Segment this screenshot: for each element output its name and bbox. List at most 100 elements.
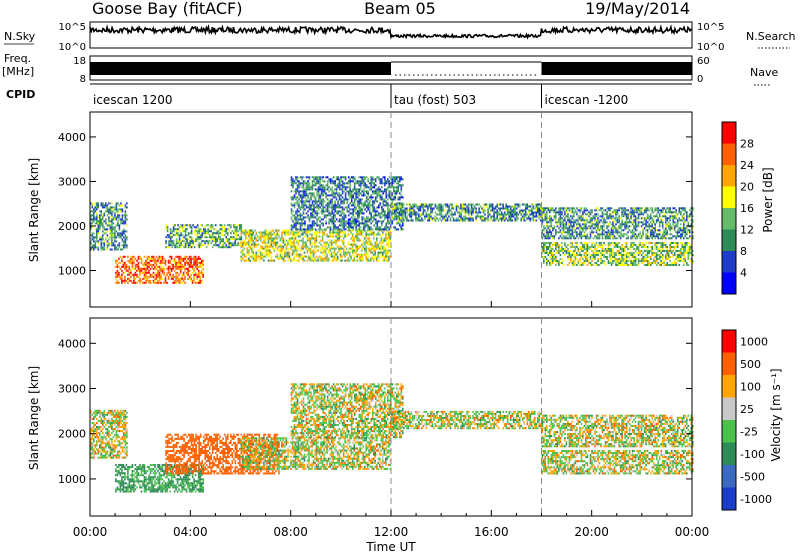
power-cell [188,238,190,240]
power-cell [519,206,521,208]
power-cell [229,242,231,244]
power-cell [367,244,369,246]
power-cell [511,212,513,214]
power-cell [576,246,578,248]
power-cell [382,232,384,234]
power-cell [596,244,598,246]
power-cell [457,212,459,214]
power-cell [292,180,294,182]
power-cell [584,252,586,254]
power-cell [325,250,327,252]
power-cell [113,226,115,228]
power-cell [95,242,97,244]
power-cell [248,250,250,252]
power-cell [340,220,342,222]
power-cell [349,244,351,246]
power-cell [159,278,161,280]
power-cell [358,246,360,248]
power-cell [522,212,524,214]
power-cell [362,260,364,262]
power-cell [340,232,342,234]
power-cell [454,220,456,222]
power-cell [451,204,453,206]
power-cell [346,202,348,204]
power-cell [190,276,192,278]
power-cell [387,220,389,222]
power-cell [314,252,316,254]
power-cell [546,260,548,262]
power-cell [420,208,422,210]
power-cell [105,202,107,204]
power-cell [539,216,541,218]
power-cell [318,206,320,208]
power-cell [360,184,362,186]
power-cell [135,282,137,284]
power-cell [444,218,446,220]
power-cell [295,188,297,190]
power-cell [95,218,97,220]
power-cell [144,270,146,272]
power-cell [432,218,434,220]
power-cell [173,228,175,230]
power-cell [642,262,644,264]
power-cell [325,176,327,178]
power-cell [366,176,368,178]
power-cell [380,220,382,222]
power-cell [225,240,227,242]
power-cell [176,234,178,236]
power-cell [354,178,356,180]
power-cell [265,238,267,240]
power-cell [147,264,149,266]
power-cell [235,240,237,242]
power-cell [221,230,223,232]
power-cell [487,212,489,214]
power-cell [387,250,389,252]
power-cell [582,246,584,248]
power-cell [142,264,144,266]
power-cell [325,204,327,206]
power-cell [542,229,544,231]
power-cell [126,244,128,246]
power-cell [531,214,533,216]
power-cell [545,246,547,248]
power-cell [358,214,360,216]
power-cell [316,190,318,192]
power-cell [507,210,509,212]
power-cell [602,246,604,248]
power-cell [271,236,273,238]
power-cell [648,242,650,244]
power-cell [341,242,343,244]
power-cell [665,258,667,260]
power-cell [315,216,317,218]
power-cell [312,216,314,218]
power-cell [306,204,308,206]
power-cell [555,244,557,246]
power-cell [457,206,459,208]
power-cell [680,256,682,258]
power-cell [294,194,296,196]
power-cell [378,212,380,214]
nsky-tick-top: 10^5 [59,22,86,33]
power-cell [331,186,333,188]
power-cell [454,214,456,216]
power-cell [287,260,289,262]
power-cell [481,208,483,210]
power-cell [581,242,583,244]
power-cell [346,236,348,238]
power-cell [318,188,320,190]
power-cell [555,264,557,266]
power-cell [336,198,338,200]
power-cell [121,270,123,272]
power-cell [99,228,101,230]
power-cell [253,232,255,234]
power-cell [346,248,348,250]
power-cell [242,254,244,256]
power-cell [523,216,525,218]
power-cell [207,244,209,246]
power-cell [250,230,252,232]
power-cell [344,250,346,252]
power-cell [484,204,486,206]
power-cell [373,248,375,250]
power-cell [113,222,115,224]
power-cell [352,208,354,210]
